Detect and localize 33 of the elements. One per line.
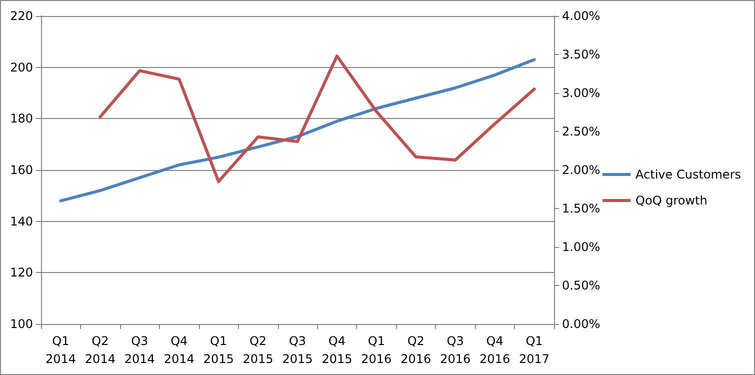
y2-tick-label: 0.00% [562, 317, 600, 331]
y2-tick-label: 2.50% [562, 124, 600, 138]
x-tick-label: Q1 2017 [518, 334, 550, 366]
x-tick-label: Q3 2016 [440, 334, 471, 366]
x-tick-label: Q1 2015 [203, 334, 234, 366]
x-tick-label: Q3 2015 [282, 334, 313, 366]
x-tick-label: Q2 2016 [400, 334, 432, 366]
y2-tick-label: 0.50% [562, 278, 600, 292]
y-tick-label: 140 [10, 214, 33, 228]
y-tick-label: 180 [10, 112, 33, 126]
y-tick-label: 120 [10, 266, 33, 280]
y-tick-label: 200 [10, 60, 33, 74]
line-series [98, 54, 536, 184]
x-tick-label: Q4 2014 [164, 334, 194, 366]
legend-label: Active Customers [636, 168, 742, 182]
x-tick-label: Q3 2014 [124, 334, 155, 366]
line-series [59, 58, 536, 202]
y-tick-label: 100 [10, 317, 33, 331]
legend-label: QoQ growth [636, 194, 708, 208]
y-tick-label: 220 [10, 9, 33, 23]
x-tick-label: Q1 2014 [45, 334, 76, 366]
y2-tick-label: 1.50% [562, 202, 600, 216]
x-tick-label: Q2 2015 [242, 334, 274, 366]
y-tick-label: 160 [10, 163, 33, 177]
y2-tick-label: 1.00% [562, 240, 600, 254]
y2-tick-label: 3.00% [562, 86, 600, 100]
y2-tick-label: 2.00% [562, 163, 600, 177]
y2-tick-label: 4.00% [562, 9, 600, 23]
x-tick-label: Q2 2014 [84, 334, 116, 366]
x-tick-label: Q4 2016 [480, 334, 510, 366]
y2-tick-label: 3.50% [562, 48, 600, 62]
x-tick-label: Q1 2016 [361, 334, 392, 366]
x-tick-label: Q4 2015 [322, 334, 352, 366]
